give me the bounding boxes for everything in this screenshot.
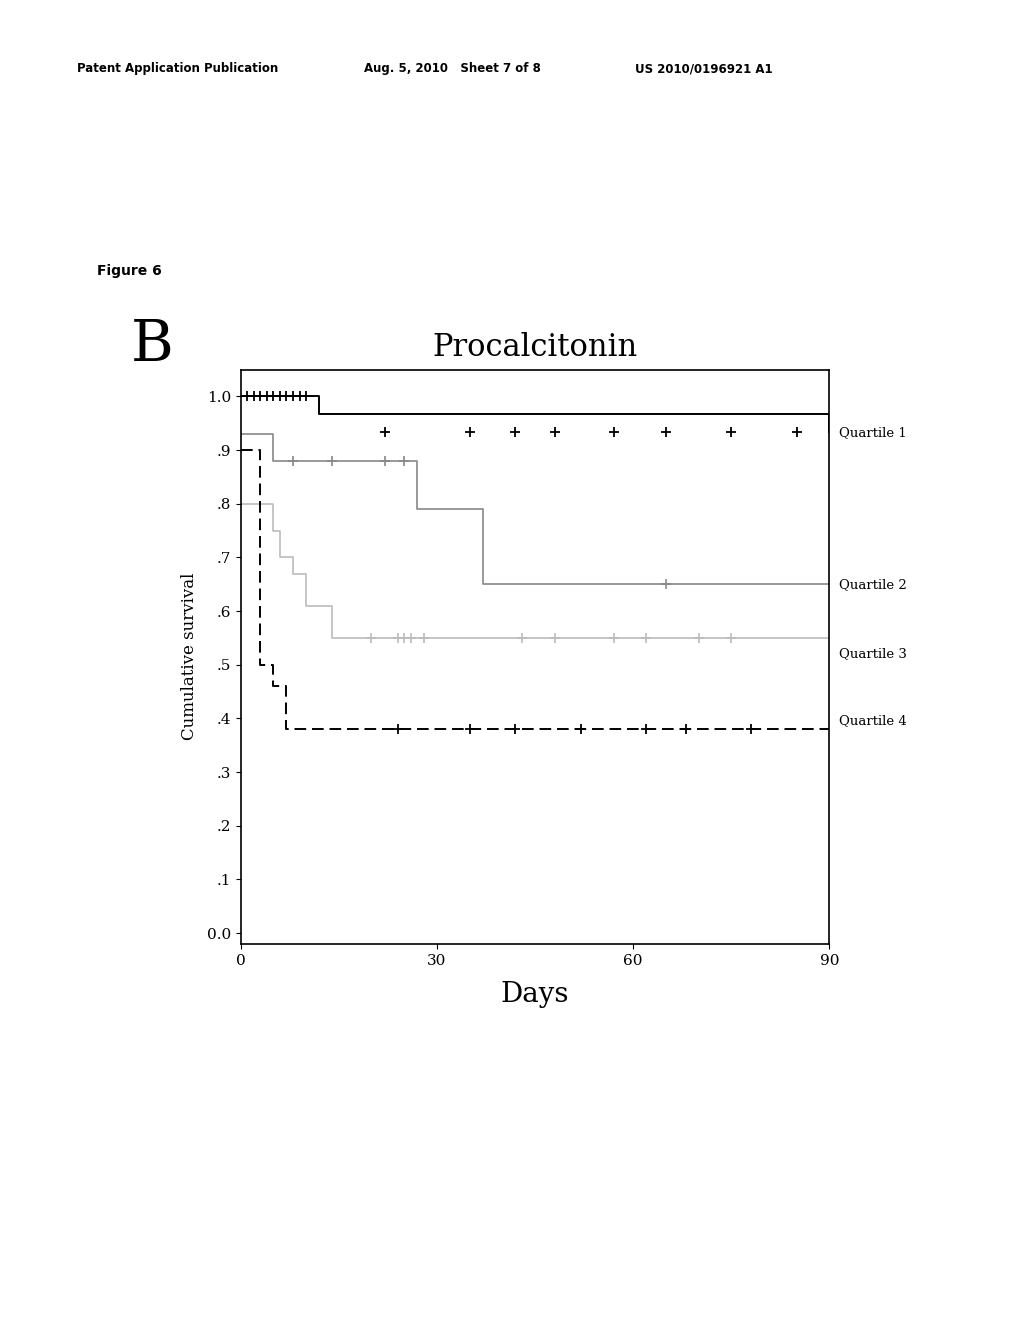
Text: Figure 6: Figure 6	[97, 264, 162, 279]
Text: Quartile 3: Quartile 3	[840, 648, 907, 660]
Title: Procalcitonin: Procalcitonin	[432, 331, 638, 363]
Text: Quartile 1: Quartile 1	[840, 426, 907, 438]
Y-axis label: Cumulative survival: Cumulative survival	[181, 573, 199, 741]
X-axis label: Days: Days	[501, 981, 569, 1008]
Text: Quartile 4: Quartile 4	[840, 714, 907, 727]
Text: B: B	[131, 317, 174, 372]
Text: US 2010/0196921 A1: US 2010/0196921 A1	[635, 62, 772, 75]
Text: Patent Application Publication: Patent Application Publication	[77, 62, 279, 75]
Text: Quartile 2: Quartile 2	[840, 578, 907, 591]
Text: Aug. 5, 2010   Sheet 7 of 8: Aug. 5, 2010 Sheet 7 of 8	[364, 62, 541, 75]
